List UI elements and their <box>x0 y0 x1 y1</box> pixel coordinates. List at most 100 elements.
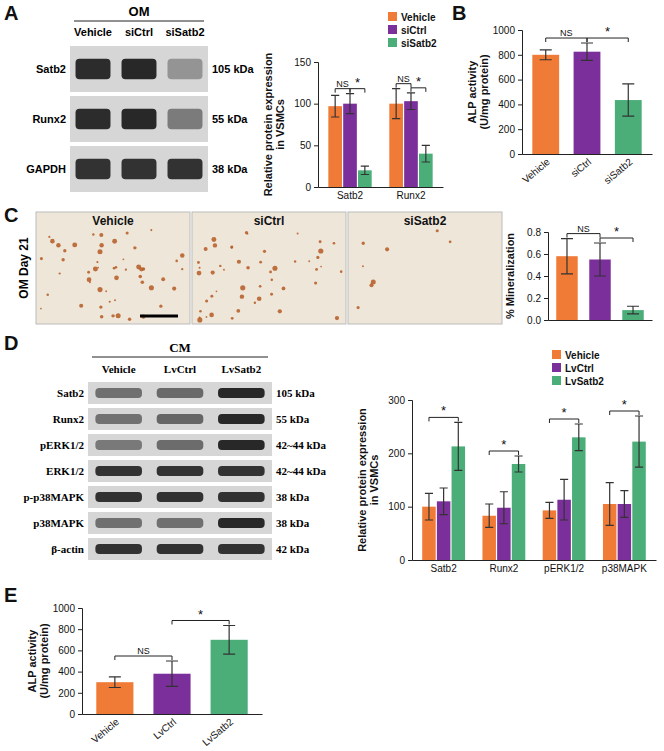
mineral-deposit <box>79 304 83 308</box>
mineral-deposit <box>99 233 103 237</box>
y-axis-title: in VSMCs <box>274 99 286 150</box>
blot-band <box>76 159 111 180</box>
bar <box>328 106 342 187</box>
y-tick-mark <box>544 276 548 277</box>
x-tick: siCtrl <box>569 154 594 179</box>
blot-band <box>218 440 265 450</box>
blot-band <box>122 159 157 180</box>
legend: VehiclesiCtrlsiSatb2 <box>388 12 437 49</box>
blot-row-label: ERK1/2 <box>46 465 84 477</box>
blot-lane-label: siCtrl <box>125 26 153 38</box>
blot-header: OM <box>129 4 150 19</box>
y-tick-label: 600 <box>58 645 75 656</box>
x-tick-label: p38MAPK <box>602 563 647 574</box>
micrograph-side-label: OM Day 21 <box>17 237 31 299</box>
mineral-deposit <box>257 296 262 301</box>
background <box>0 0 664 751</box>
y-axis-line <box>518 31 523 155</box>
x-tick: p38MAPK <box>602 560 647 574</box>
blot-band <box>95 440 142 450</box>
error-bar <box>166 661 178 686</box>
blot-band <box>168 59 203 80</box>
mineral-deposit <box>100 315 104 319</box>
blot-size-label: 42~44 kDa <box>276 439 327 451</box>
mineral-deposit <box>210 295 213 298</box>
y-tick-label: 0 <box>509 149 515 160</box>
y-tick-label: 0.2 <box>527 293 541 304</box>
error-bar <box>440 488 448 515</box>
mineral-deposit <box>59 272 61 274</box>
mineral-deposit <box>56 243 60 247</box>
mineral-deposit <box>315 268 318 271</box>
blot-row-label: pERK1/2 <box>40 439 85 451</box>
error-bar <box>514 456 522 472</box>
micrograph-title: Vehicle <box>92 214 134 228</box>
mineral-deposit <box>362 242 365 245</box>
bar-chart: 050100150Satb2Runx2Relative protein expr… <box>262 12 444 202</box>
y-tick-mark <box>544 320 548 321</box>
error-bar <box>223 625 235 654</box>
blot-band <box>157 466 204 476</box>
blot-band <box>157 440 204 450</box>
figure: ABCDEOMVehiclesiCtrlsiSatb2Satb2105 kDaR… <box>0 0 664 751</box>
mineral-deposit <box>96 261 98 263</box>
blot-band <box>218 466 265 476</box>
blot-band <box>218 492 265 502</box>
y-tick-mark <box>408 400 412 401</box>
micrograph <box>36 212 190 324</box>
significance-label: * <box>198 606 203 621</box>
blot-band <box>168 109 203 130</box>
micrographs: VehiclesiCtrlsiSatb2OM Day 21 <box>17 212 502 324</box>
y-tick-mark <box>314 145 318 146</box>
y-tick-mark <box>518 80 522 81</box>
mineral-deposit <box>161 277 165 281</box>
mineral-deposit <box>259 285 262 288</box>
blot-header-line <box>92 356 268 357</box>
y-tick: 800 <box>58 624 82 635</box>
y-axis-title: in VSMCs <box>368 455 380 506</box>
mineral-deposit <box>340 270 343 273</box>
x-tick: Vehicle <box>520 154 552 185</box>
x-tick: LvCtrl <box>151 714 178 741</box>
panel-label: D <box>4 332 18 354</box>
y-tick: 200 <box>498 124 522 135</box>
blot-size-label: 105 kDa <box>212 63 254 75</box>
mineral-deposit <box>114 299 116 301</box>
plot-area <box>422 416 646 560</box>
blot-strip <box>88 460 272 482</box>
mineral-deposit <box>50 239 55 244</box>
y-axis-title: Relative protein expression <box>356 408 368 552</box>
mineral-deposit <box>63 249 66 252</box>
blot-size-label: 55 kDa <box>276 413 310 425</box>
error-bar <box>581 43 593 60</box>
bar-chart: 0.00.20.40.60.8% MineralizationNS* <box>504 224 653 326</box>
y-tick-label: 100 <box>294 98 311 109</box>
mineral-deposit <box>270 293 273 296</box>
y-tick: 400 <box>498 99 522 110</box>
mineral-deposit <box>123 258 125 260</box>
blot-band <box>95 492 142 502</box>
blot-header-line <box>74 20 204 21</box>
y-tick-mark <box>78 650 82 651</box>
significance-label: NS <box>137 646 150 656</box>
y-tick-mark <box>408 453 412 454</box>
mineral-deposit <box>320 266 322 268</box>
y-tick-label: 200 <box>388 448 405 459</box>
significance-bracket <box>396 84 411 88</box>
mineral-deposit <box>282 287 286 291</box>
mineral-deposit <box>246 233 248 235</box>
panel-label: B <box>452 2 466 24</box>
mineral-deposit <box>46 293 49 296</box>
blot-band <box>157 414 204 424</box>
bar-chart: 0100200300Satb2Runx2pERK1/2p38MAPKRelati… <box>356 350 657 575</box>
x-axis-line <box>319 187 444 188</box>
error-bar <box>454 422 462 470</box>
mineral-deposit <box>259 261 262 264</box>
y-tick-mark <box>78 693 82 694</box>
mineral-deposit <box>150 229 152 231</box>
blot-size-label: 38 kDa <box>212 163 248 175</box>
y-tick-label: 50 <box>300 140 312 151</box>
annotations: NS*NS* <box>335 74 426 93</box>
blot-strip <box>88 408 272 430</box>
y-tick-label: 0.8 <box>527 227 541 238</box>
